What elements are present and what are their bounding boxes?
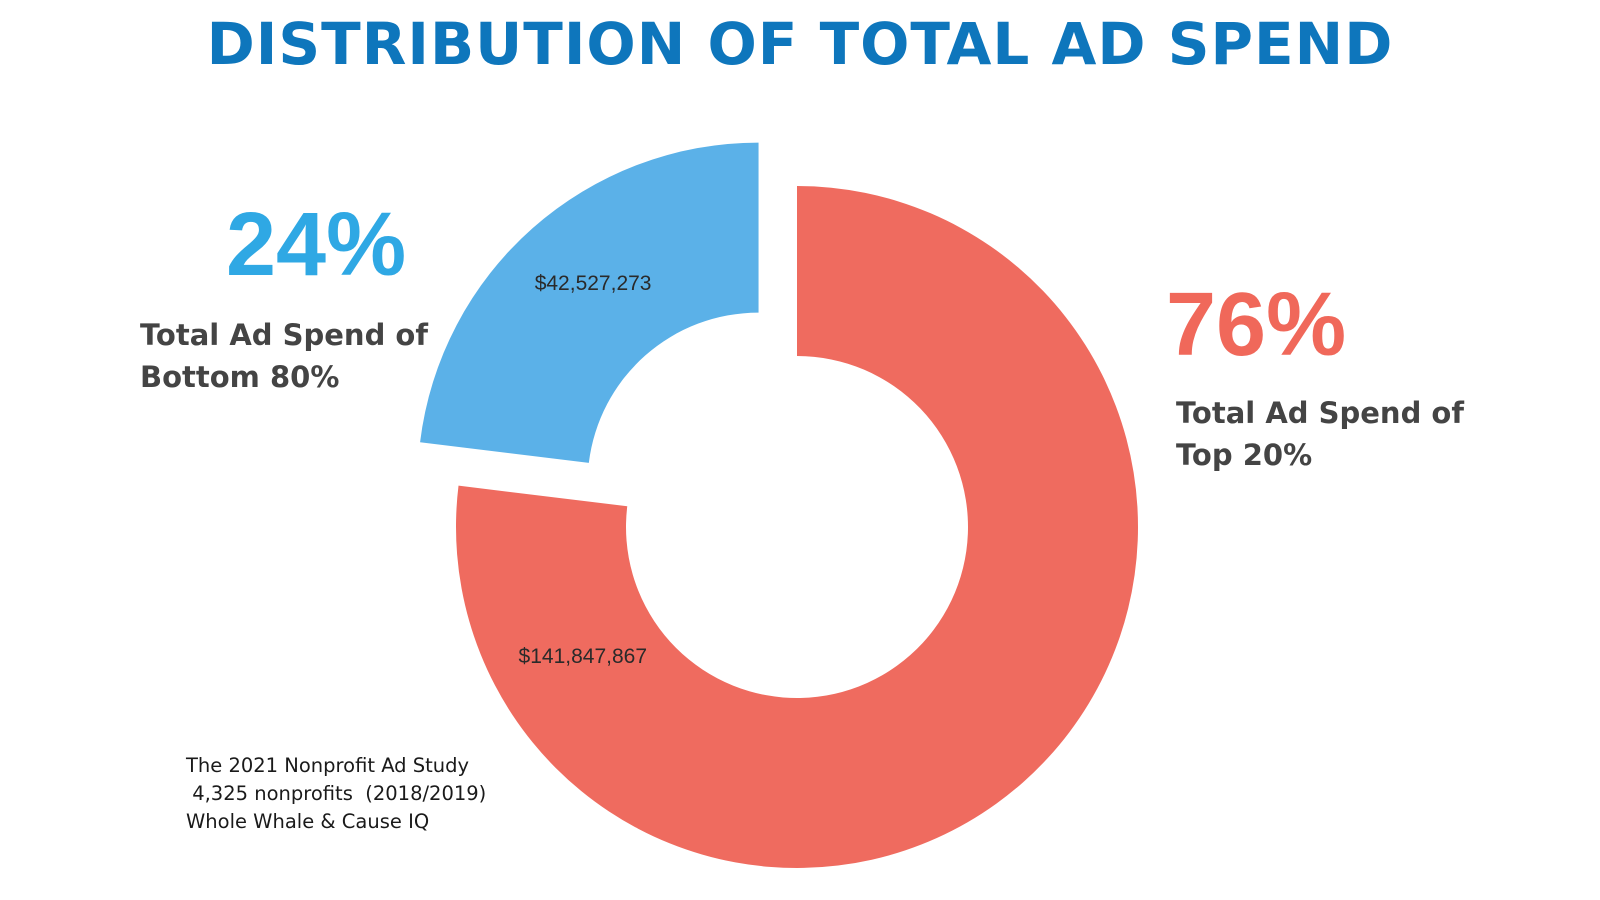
top-20-label: Total Ad Spend of Top 20% bbox=[1176, 392, 1464, 476]
bottom-80-label: Total Ad Spend of Bottom 80% bbox=[140, 314, 428, 398]
chart-title: DISTRIBUTION OF TOTAL AD SPEND bbox=[206, 10, 1394, 78]
source-note: The 2021 Nonprofit Ad Study 4,325 nonpro… bbox=[186, 752, 486, 836]
source-line-2: 4,325 nonprofits (2018/2019) bbox=[186, 782, 487, 805]
slice-top-20 bbox=[456, 186, 1139, 868]
top-20-label-line1: Total Ad Spend of bbox=[1176, 396, 1464, 430]
bottom-80-label-line2: Bottom 80% bbox=[140, 360, 340, 394]
source-line-3: Whole Whale & Cause IQ bbox=[186, 810, 430, 833]
slice-value-bottom-80: $42,527,273 bbox=[535, 272, 652, 295]
top-20-label-line2: Top 20% bbox=[1176, 438, 1313, 472]
bottom-80-label-line1: Total Ad Spend of bbox=[140, 318, 428, 352]
slice-value-top-20: $141,847,867 bbox=[519, 645, 647, 668]
source-line-1: The 2021 Nonprofit Ad Study bbox=[186, 754, 470, 777]
bottom-80-percent: 24% bbox=[226, 195, 407, 295]
slice-bottom-80 bbox=[420, 142, 759, 463]
top-20-percent: 76% bbox=[1166, 275, 1347, 375]
